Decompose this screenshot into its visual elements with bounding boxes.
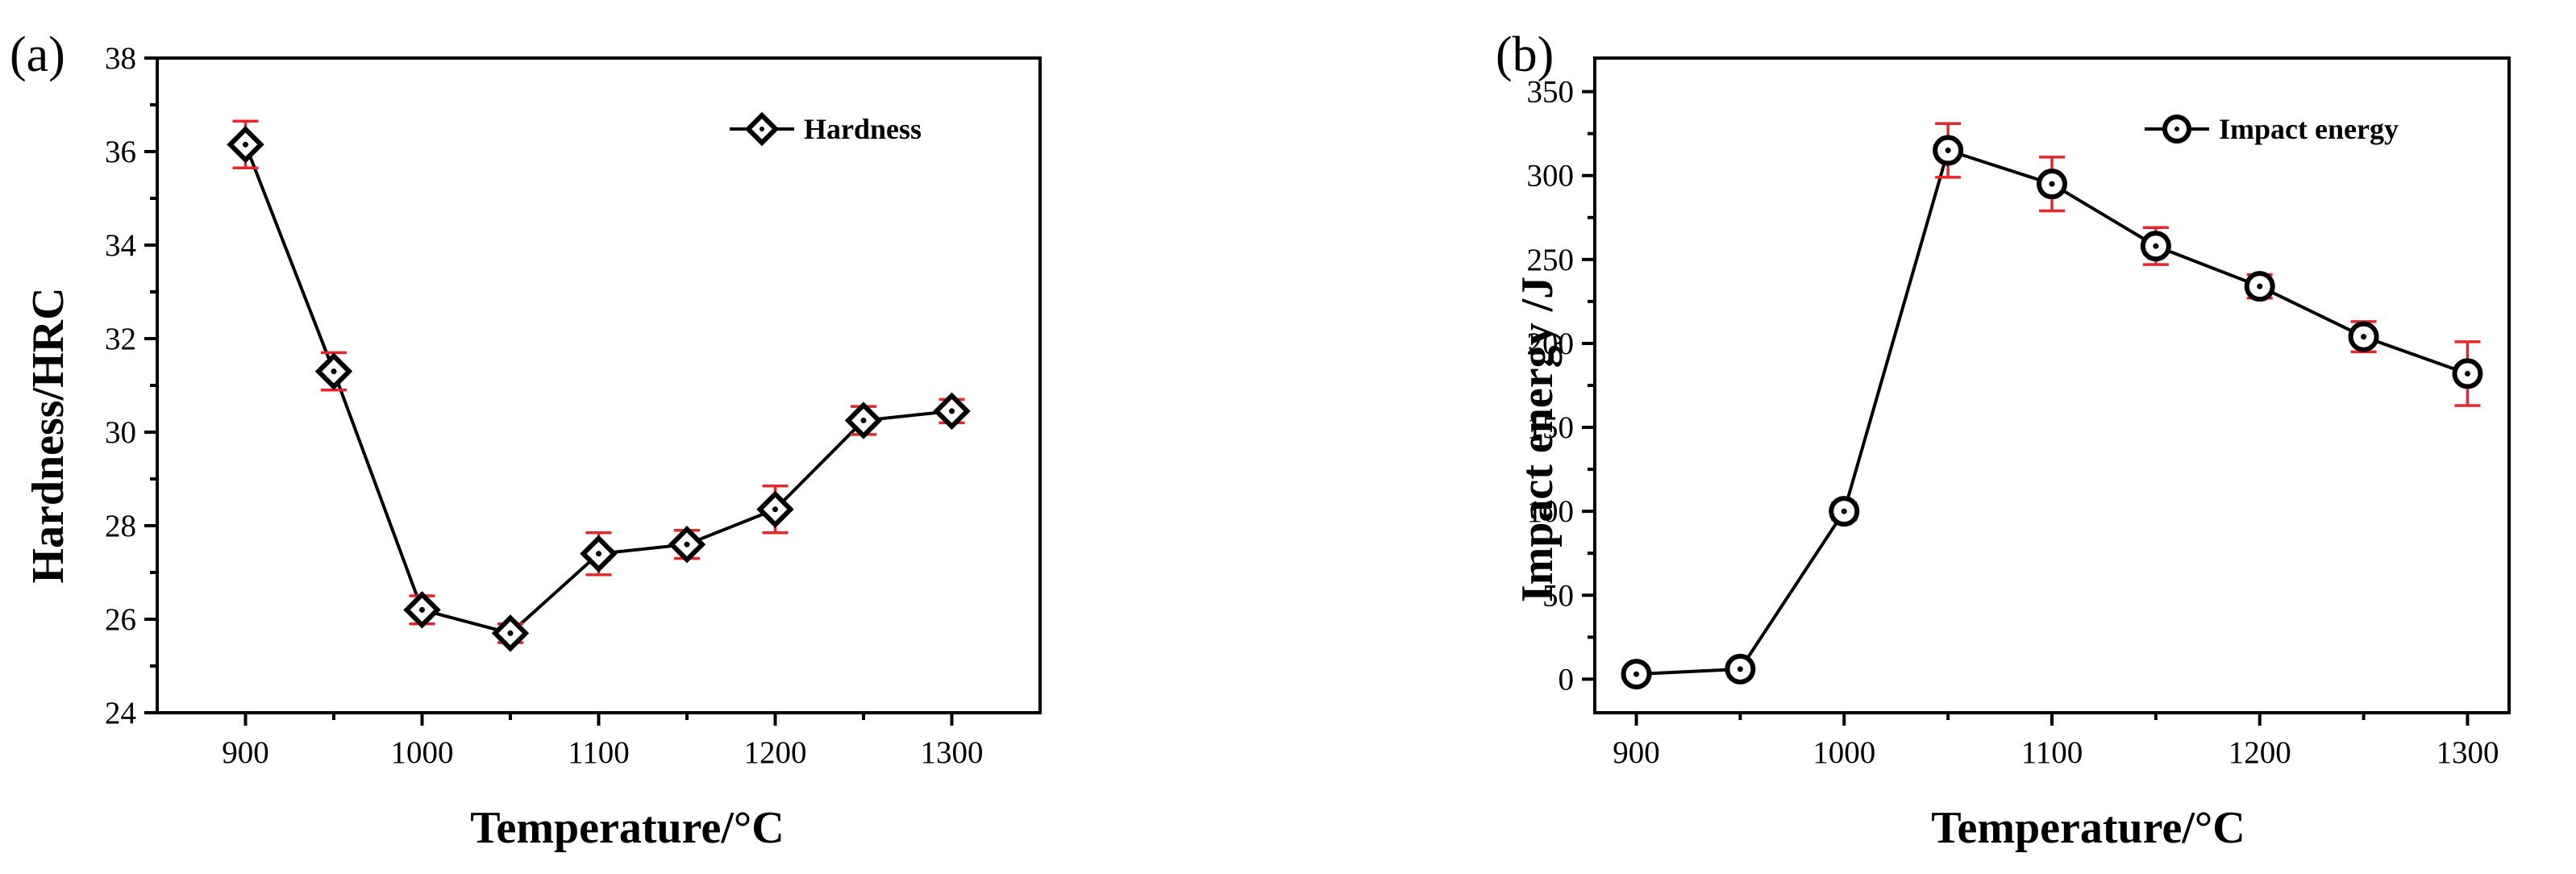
marker-dot bbox=[596, 551, 601, 557]
y-tick-label: 32 bbox=[105, 322, 136, 356]
series-line-b bbox=[1636, 148, 2469, 676]
data-point bbox=[227, 126, 264, 164]
data-point bbox=[2037, 169, 2067, 200]
marker-dot bbox=[2049, 181, 2055, 187]
marker-dot bbox=[2153, 243, 2159, 249]
data-point bbox=[403, 591, 441, 629]
marker-dot bbox=[2361, 334, 2367, 340]
marker-dot bbox=[1841, 508, 1847, 514]
data-point bbox=[491, 614, 530, 652]
x-tick-label: 1100 bbox=[568, 735, 630, 770]
marker-dot bbox=[949, 408, 955, 414]
y-tick-label: 36 bbox=[105, 135, 136, 169]
legend-a: Hardness bbox=[730, 111, 922, 147]
y-tick-label: 28 bbox=[105, 509, 136, 543]
x-tick-label: 1300 bbox=[2436, 735, 2499, 770]
marker-dot bbox=[684, 541, 690, 547]
data-point bbox=[933, 392, 971, 431]
marker-dot bbox=[419, 606, 425, 613]
legend-label: Impact energy bbox=[2219, 113, 2399, 145]
x-tick-label: 1000 bbox=[1812, 735, 1875, 770]
x-axis-title-b: Temperature/°C bbox=[1931, 803, 2245, 853]
y-tick-label: 250 bbox=[1527, 243, 1575, 277]
x-tick-label: 1000 bbox=[391, 735, 454, 770]
data-point bbox=[2244, 271, 2275, 302]
panel-label-b: (b) bbox=[1496, 27, 1554, 82]
data-point bbox=[1829, 496, 1860, 527]
legend-marker-dot bbox=[759, 127, 764, 131]
data-point bbox=[580, 535, 618, 573]
data-point bbox=[1933, 135, 1964, 166]
legend-marker-dot bbox=[2174, 127, 2179, 131]
marker-dot bbox=[331, 368, 337, 375]
legend-label: Hardness bbox=[804, 113, 922, 145]
data-point bbox=[2348, 321, 2379, 352]
marker-dot bbox=[1633, 671, 1640, 677]
y-tick-label: 30 bbox=[105, 415, 136, 450]
x-tick-label: 1100 bbox=[2021, 735, 2083, 770]
marker-dot bbox=[1945, 148, 1951, 154]
x-tick-label: 1200 bbox=[744, 735, 807, 770]
data-point bbox=[314, 352, 353, 390]
x-tick-label: 900 bbox=[1613, 735, 1660, 770]
impact-energy-chart: (b) Impact energy /J Temperature/°C 900 1… bbox=[1496, 27, 2511, 853]
marker-dot bbox=[1737, 666, 1743, 672]
x-tick-label: 1200 bbox=[2229, 735, 2291, 770]
data-point bbox=[1621, 659, 1652, 690]
y-tick-label: 50 bbox=[1542, 578, 1574, 613]
y-axis-title-b: Impact energy /J bbox=[1513, 277, 1563, 602]
hardness-chart: (a) Hardness/HRC Temperature/°C 900 1000 1… bbox=[10, 27, 1042, 853]
marker-dot bbox=[507, 630, 514, 636]
y-tick-label: 34 bbox=[105, 228, 136, 263]
y-tick-label: 24 bbox=[105, 696, 136, 730]
marker-dot bbox=[772, 506, 778, 513]
data-point bbox=[756, 490, 794, 528]
y-tick-label: 300 bbox=[1527, 159, 1575, 194]
x-axis-title-a: Temperature/°C bbox=[470, 803, 784, 853]
x-tick-label: 900 bbox=[222, 735, 269, 770]
y-tick-label: 38 bbox=[105, 41, 136, 76]
y-axis-title-a: Hardness/HRC bbox=[23, 287, 73, 583]
marker-dot bbox=[2257, 283, 2263, 289]
data-point bbox=[1725, 653, 1756, 685]
marker-dot bbox=[860, 418, 867, 423]
y-tick-label: 0 bbox=[1559, 662, 1575, 697]
marker-dot bbox=[243, 141, 248, 148]
panel-label-a: (a) bbox=[10, 27, 65, 82]
data-point bbox=[2140, 231, 2171, 262]
y-tick-label: 100 bbox=[1527, 494, 1575, 529]
data-point bbox=[844, 402, 883, 439]
marker-dot bbox=[2464, 370, 2470, 377]
plot-frame-a bbox=[156, 56, 1042, 714]
data-point bbox=[2452, 358, 2483, 389]
data-point bbox=[668, 525, 706, 564]
y-tick-label: 200 bbox=[1527, 327, 1575, 361]
x-tick-label: 1300 bbox=[921, 735, 984, 770]
legend-b: Impact energy bbox=[2145, 113, 2399, 145]
y-tick-label: 26 bbox=[105, 602, 136, 637]
y-tick-label: 150 bbox=[1527, 410, 1575, 445]
y-tick-label: 350 bbox=[1527, 75, 1575, 110]
